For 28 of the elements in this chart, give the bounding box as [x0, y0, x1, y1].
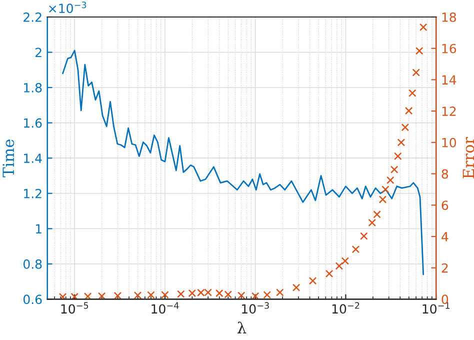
y2-tick-label: 16: [442, 44, 456, 54]
x-tick-label: 10$^{−1}$: [422, 302, 450, 314]
y-tick-label: 2: [36, 48, 42, 58]
y-tick-label: 1.8: [24, 83, 42, 92]
y2-tick-label: 8: [442, 169, 448, 179]
y2-tick-label: 2: [442, 263, 448, 273]
y-tick-label: 0.6: [23, 294, 42, 304]
x-tick-label: 10$^{−5}$: [61, 302, 88, 314]
y-tick-label: 2.2: [24, 12, 42, 22]
y-tick-label: 1: [36, 224, 42, 234]
y2-tick-label: 14: [442, 75, 456, 84]
y-axis-title: Time: [2, 140, 14, 178]
y2-tick-label: 12: [442, 106, 456, 116]
y-tick-label: 1.2: [24, 188, 42, 198]
x-tick-label: 10$^{−2}$: [332, 302, 360, 314]
x-tick-label: 10$^{−3}$: [242, 302, 269, 314]
y2-tick-label: 6: [442, 200, 448, 210]
y-tick-label: 0.8: [23, 259, 42, 269]
x-axis-title: λ: [238, 322, 246, 334]
y2-tick-label: 0: [442, 294, 448, 304]
y2-tick-label: 10: [442, 138, 456, 148]
y2-axis-title: Error: [462, 136, 474, 178]
y2-tick-label: 4: [442, 232, 448, 242]
y-tick-label: 1.6: [24, 118, 42, 128]
x-tick-label: 10$^{−4}$: [152, 302, 179, 314]
y-tick-label: 1.4: [24, 154, 42, 163]
y2-tick-label: 18: [442, 12, 456, 22]
text: ×10$^{−3}$: [49, 2, 86, 14]
